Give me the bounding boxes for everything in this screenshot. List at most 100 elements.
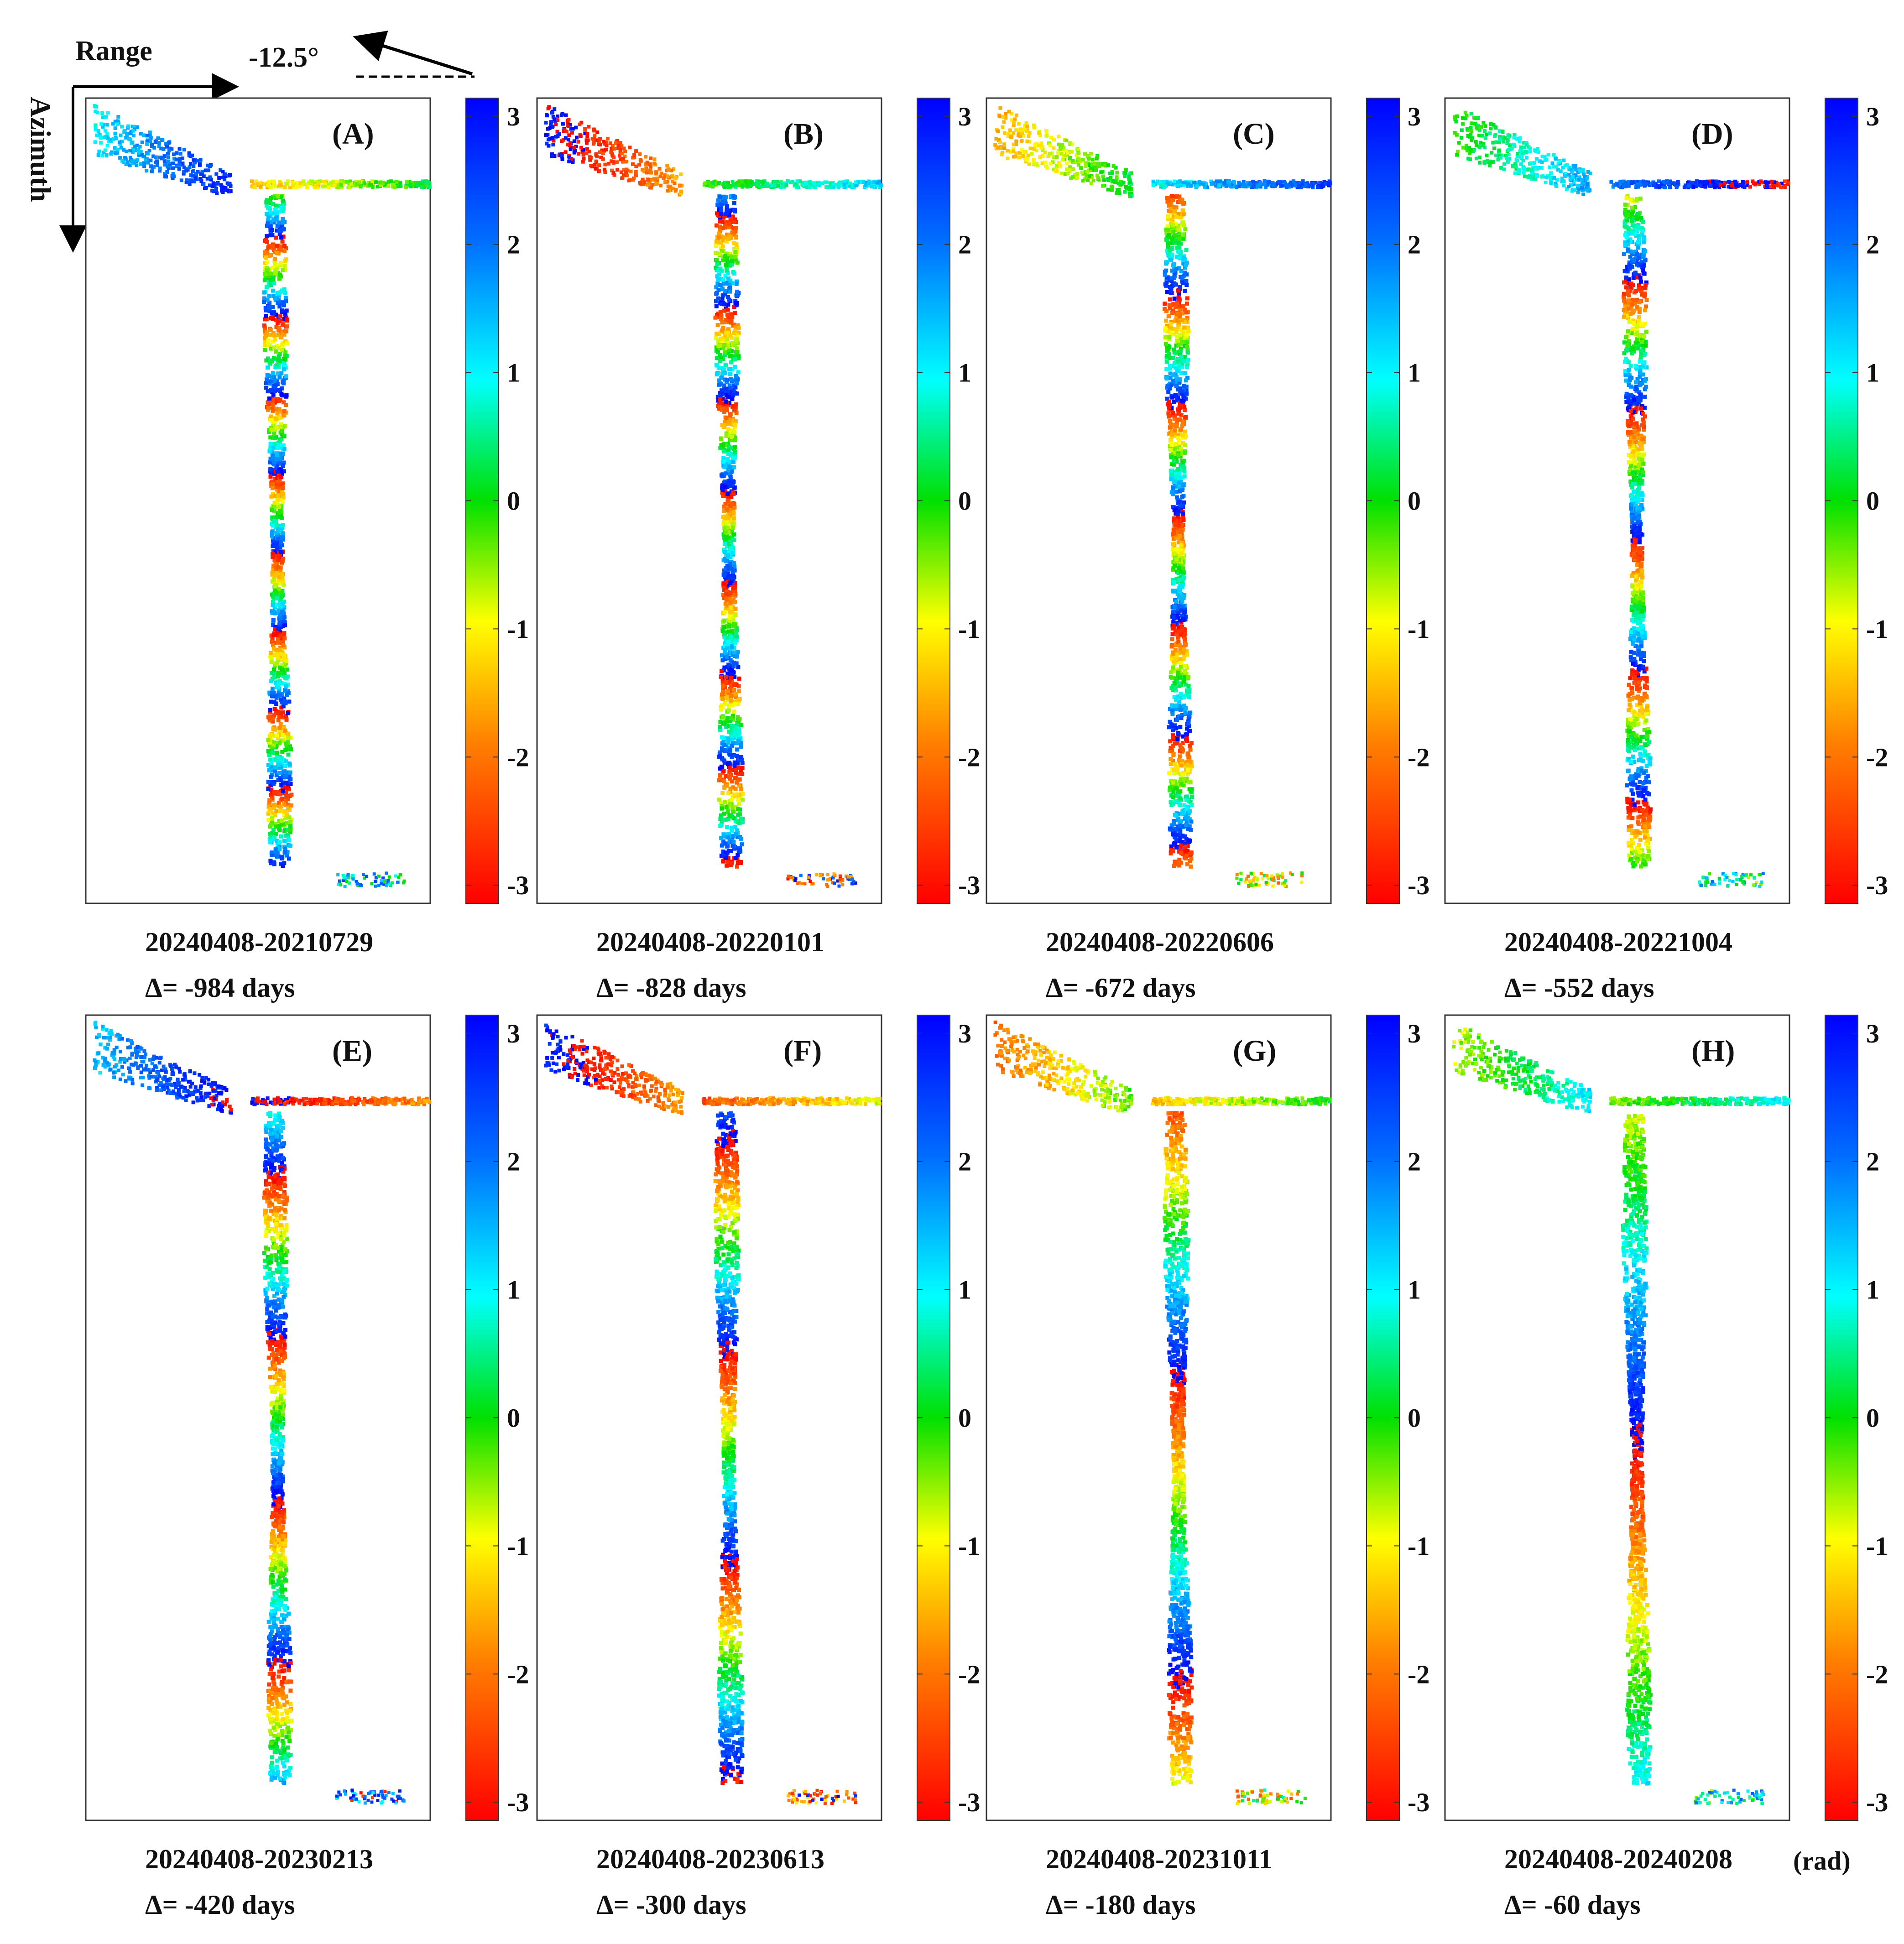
phase-point — [122, 160, 125, 164]
phase-point — [345, 880, 348, 883]
phase-point — [733, 208, 737, 212]
phase-point — [287, 838, 291, 842]
phase-point — [285, 718, 289, 722]
phase-point — [727, 319, 731, 323]
phase-point — [737, 717, 741, 721]
phase-point — [270, 831, 274, 835]
phase-point — [94, 128, 98, 131]
phase-point — [716, 297, 720, 301]
phase-point — [729, 495, 733, 499]
phase-point — [723, 350, 727, 354]
phase-point — [271, 751, 275, 755]
phase-point — [336, 873, 339, 876]
phase-point — [815, 873, 818, 876]
phase-point — [273, 208, 277, 212]
phase-point — [166, 152, 170, 156]
phase-point — [405, 180, 409, 184]
phase-point — [715, 349, 719, 353]
phase-point — [731, 574, 736, 579]
phase-point — [1182, 679, 1186, 683]
phase-point — [719, 219, 723, 224]
phase-point — [723, 464, 727, 468]
phase-point — [148, 130, 152, 134]
phase-point — [276, 626, 280, 631]
phase-point — [280, 652, 284, 656]
phase-point — [679, 172, 683, 176]
phase-point — [141, 153, 144, 156]
phase-point — [1181, 202, 1185, 206]
phase-point — [277, 726, 282, 730]
phase-point — [589, 164, 593, 167]
phase-point — [728, 766, 732, 770]
phase-point — [1168, 335, 1172, 339]
phase-point — [716, 198, 720, 203]
phase-point — [99, 135, 102, 139]
phase-point — [624, 171, 628, 174]
phase-point — [581, 160, 585, 164]
phase-point — [150, 143, 154, 146]
phase-point — [733, 702, 737, 706]
phase-point — [273, 662, 277, 666]
phase-point — [167, 160, 170, 164]
phase-point — [606, 137, 610, 141]
phase-point — [725, 805, 729, 809]
phase-point — [109, 152, 113, 156]
phase-point — [132, 134, 136, 137]
phase-point — [730, 798, 734, 802]
phase-point — [1172, 480, 1176, 484]
phase-point — [106, 144, 110, 147]
phase-point — [1163, 335, 1168, 339]
colorbar: 3210-1-2-3 — [917, 98, 980, 903]
phase-point — [841, 883, 844, 886]
phase-point — [663, 180, 667, 184]
phase-point — [1163, 282, 1168, 287]
phase-point — [722, 722, 726, 726]
phase-point — [203, 187, 207, 190]
colorbar-tick-label: -3 — [958, 870, 980, 900]
phase-point — [284, 659, 288, 663]
phase-point — [145, 142, 149, 146]
phase-point — [277, 801, 281, 805]
phase-point — [735, 655, 739, 659]
phase-point — [729, 694, 733, 698]
phase-point — [653, 157, 657, 161]
phase-point — [603, 168, 606, 172]
phase-point — [550, 111, 554, 115]
phase-point — [733, 641, 737, 645]
phase-point — [282, 701, 286, 705]
phase-point — [266, 373, 270, 377]
phase-point — [347, 873, 350, 876]
phase-point — [275, 546, 279, 550]
phase-point — [221, 176, 224, 179]
phase-point — [730, 844, 735, 848]
phase-point — [1185, 296, 1189, 300]
phase-point — [282, 704, 286, 709]
phase-point — [228, 174, 231, 177]
phase-point — [719, 203, 723, 207]
phase-point — [1180, 424, 1184, 428]
phase-point — [839, 878, 842, 881]
phase-point — [714, 316, 718, 320]
phase-point — [285, 341, 289, 345]
phase-point — [285, 182, 288, 186]
phase-point — [338, 880, 341, 883]
phase-point — [396, 881, 399, 884]
phase-point — [281, 523, 285, 527]
phase-point — [632, 153, 636, 157]
phase-point — [1172, 373, 1176, 377]
phase-point — [282, 413, 286, 417]
phase-point — [116, 122, 120, 126]
phase-point — [335, 180, 339, 183]
phase-point — [726, 499, 730, 503]
phase-point — [594, 167, 597, 171]
phase-point — [721, 460, 725, 464]
phase-point — [1178, 285, 1182, 289]
phase-point — [322, 180, 326, 183]
phase-point — [164, 174, 167, 177]
phase-point — [1171, 795, 1175, 799]
phase-point — [284, 794, 288, 798]
phase-point — [561, 122, 565, 126]
phase-point — [718, 824, 722, 828]
phase-point — [281, 217, 285, 221]
phase-point — [271, 486, 275, 490]
